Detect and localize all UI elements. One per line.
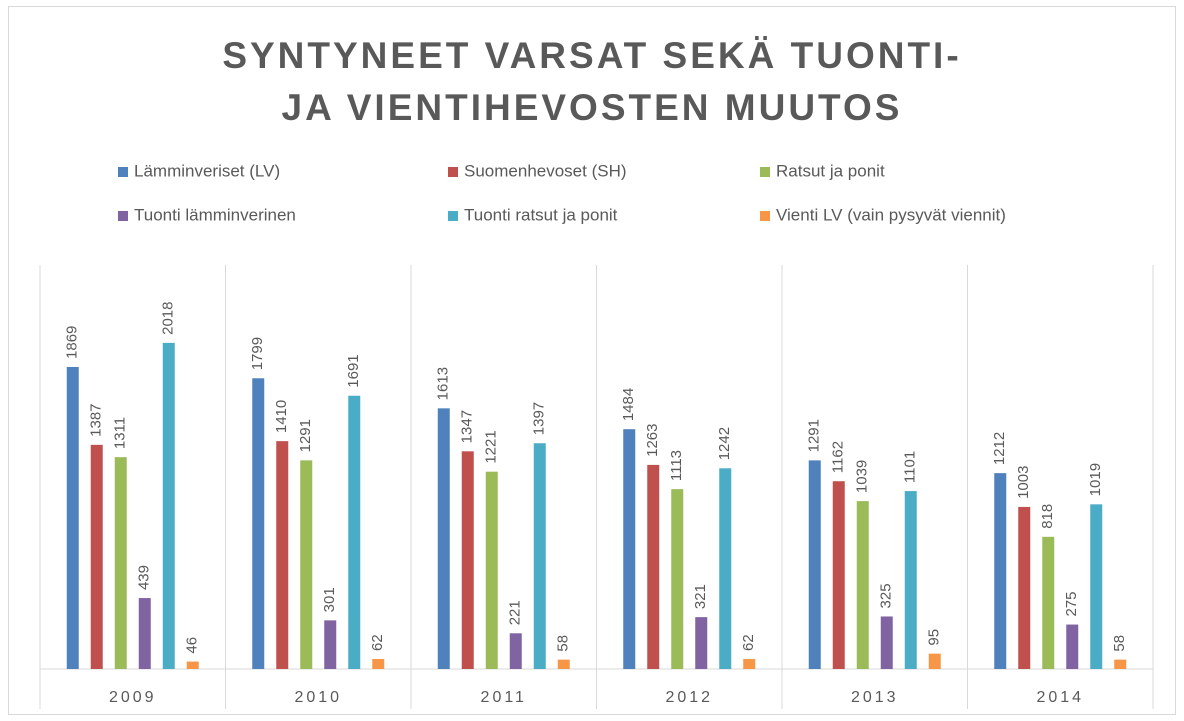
bar [324, 620, 337, 669]
data-label: 1347 [459, 410, 476, 443]
data-label: 1311 [112, 417, 129, 449]
data-label: 1387 [88, 403, 105, 436]
x-tick-label: 2009 [109, 689, 157, 706]
legend-label: Lämminveriset (LV) [134, 161, 280, 180]
data-label: 1484 [620, 388, 637, 421]
x-tick-label: 2014 [1036, 689, 1084, 706]
bar [623, 429, 636, 669]
data-label: 818 [1039, 504, 1056, 529]
legend-swatch [448, 211, 458, 221]
data-label: 1221 [483, 430, 500, 463]
bar [162, 342, 175, 669]
bar [461, 451, 474, 669]
bar [114, 457, 127, 669]
bar [557, 659, 570, 669]
data-label: 1291 [297, 419, 314, 452]
bar [808, 460, 821, 669]
data-label: 1799 [249, 337, 266, 370]
bar [880, 616, 893, 669]
data-label: 1613 [435, 367, 452, 400]
x-tick-label: 2012 [665, 689, 713, 706]
data-label: 1410 [273, 400, 290, 433]
legend-label: Suomenhevoset (SH) [464, 161, 627, 180]
bar [647, 464, 660, 669]
bar [485, 471, 498, 669]
legend-swatch [448, 167, 458, 177]
data-label: 62 [369, 634, 386, 651]
data-label: 58 [1111, 635, 1128, 652]
bar [904, 491, 917, 669]
bar [66, 366, 79, 669]
x-tick-label: 2010 [294, 689, 342, 706]
bar [994, 473, 1007, 669]
data-label: 62 [740, 634, 757, 651]
data-label: 321 [692, 584, 709, 609]
bar [1042, 536, 1055, 669]
data-label: 1263 [644, 424, 661, 457]
data-label: 1162 [830, 441, 847, 473]
bar [138, 598, 151, 669]
bar [1018, 506, 1031, 669]
bar [509, 633, 522, 669]
data-label: 1101 [902, 451, 919, 483]
data-label: 325 [878, 583, 895, 608]
bar [90, 444, 103, 669]
bar [832, 481, 845, 669]
data-label: 1019 [1087, 463, 1104, 496]
legend-swatch [760, 211, 770, 221]
legend-swatch [118, 211, 128, 221]
bar [372, 658, 385, 669]
bar [300, 460, 313, 669]
bar [695, 617, 708, 669]
data-label: 275 [1063, 592, 1080, 617]
data-label: 1113 [668, 450, 685, 481]
bar [276, 441, 289, 669]
bar [437, 408, 450, 669]
chart-frame [8, 6, 1176, 715]
legend-swatch [760, 167, 770, 177]
bar [928, 653, 941, 669]
bar [1090, 504, 1103, 669]
data-label: 1397 [531, 402, 548, 435]
legend-label: Ratsut ja ponit [776, 161, 885, 180]
bar [186, 661, 199, 669]
legend-swatch [118, 167, 128, 177]
bar [1066, 624, 1079, 669]
data-label: 1039 [854, 460, 871, 493]
data-label: 95 [926, 629, 943, 646]
legend-label: Tuonti ratsut ja ponit [464, 205, 618, 224]
bar [671, 489, 684, 669]
x-tick-label: 2013 [851, 689, 899, 706]
data-label: 221 [507, 600, 524, 625]
bar [252, 378, 265, 669]
data-label: 2018 [160, 302, 177, 335]
bar [743, 658, 756, 669]
data-label: 1869 [64, 326, 81, 359]
bar [856, 501, 869, 669]
legend-label: Vienti LV (vain pysyvät viennit) [776, 205, 1006, 224]
bar [348, 395, 361, 669]
data-label: 439 [136, 565, 153, 590]
data-label: 58 [555, 635, 572, 652]
data-label: 1691 [345, 354, 362, 387]
data-label: 1212 [991, 432, 1008, 465]
x-tick-label: 2011 [481, 689, 527, 706]
data-label: 1242 [716, 427, 733, 460]
data-label: 1003 [1015, 466, 1032, 499]
data-label: 1291 [806, 419, 823, 452]
bar [1114, 659, 1127, 669]
bar [533, 443, 546, 669]
data-label: 301 [321, 587, 338, 612]
chart-title: SYNTYNEET VARSAT SEKÄ TUONTI- JA VIENTIH… [222, 35, 962, 128]
data-label: 46 [184, 637, 201, 654]
bar [719, 468, 732, 669]
legend-label: Tuonti lämminverinen [134, 205, 296, 224]
